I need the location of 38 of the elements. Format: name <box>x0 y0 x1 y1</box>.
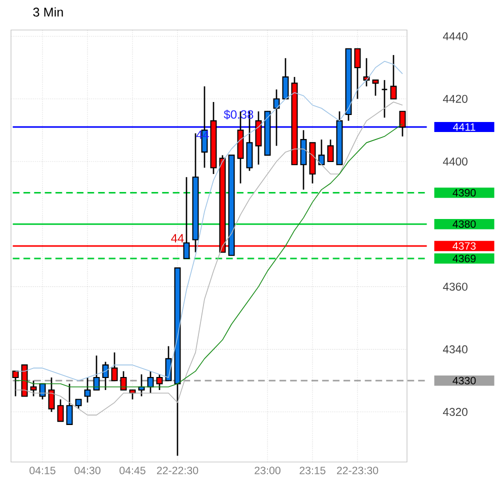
ref-line-label: 4380 <box>452 220 476 228</box>
candlestick <box>399 110 406 138</box>
candlestick <box>183 176 190 260</box>
ref-line-label: 4390 <box>452 189 476 197</box>
candlestick <box>372 79 379 96</box>
candlestick <box>12 370 19 397</box>
ref-line-label: 4373 <box>452 242 476 250</box>
x-tick-label: 23:00 <box>254 466 280 474</box>
x-tick-label: 23:15 <box>300 466 326 474</box>
annotation: 44 <box>171 234 184 242</box>
x-tick-label: 04:45 <box>120 466 146 474</box>
candlestick <box>354 48 361 100</box>
candlestick <box>75 398 82 410</box>
x-tick-label: 22-23:30 <box>336 466 378 474</box>
candlestick <box>156 374 163 391</box>
candlestick <box>48 376 55 413</box>
y-tick-label: 4420 <box>442 94 468 103</box>
ref-line-label: 4369 <box>452 254 476 262</box>
annotation: 44 <box>196 130 210 139</box>
ref-line-label: 4330 <box>452 376 476 384</box>
candlestick <box>390 54 397 100</box>
x-tick-label: 04:15 <box>30 466 56 474</box>
candlestick <box>282 58 289 100</box>
x-tick-label: 22-22:30 <box>156 466 198 474</box>
y-tick-label: 4340 <box>442 345 468 354</box>
y-tick-label: 4360 <box>442 282 468 291</box>
y-tick-label: 4400 <box>442 157 468 166</box>
candlestick <box>84 376 91 404</box>
candlestick <box>30 380 37 397</box>
candlestick <box>57 398 64 422</box>
y-tick-label: 4320 <box>442 408 468 416</box>
candlestick <box>327 138 334 162</box>
candlestick <box>66 383 73 426</box>
y-tick-label: 4440 <box>442 32 468 40</box>
ref-line-label: 4411 <box>453 123 476 131</box>
x-tick-label: 04:30 <box>74 466 100 474</box>
chart-title: 3 Min <box>33 7 63 17</box>
candlestick <box>111 352 118 382</box>
